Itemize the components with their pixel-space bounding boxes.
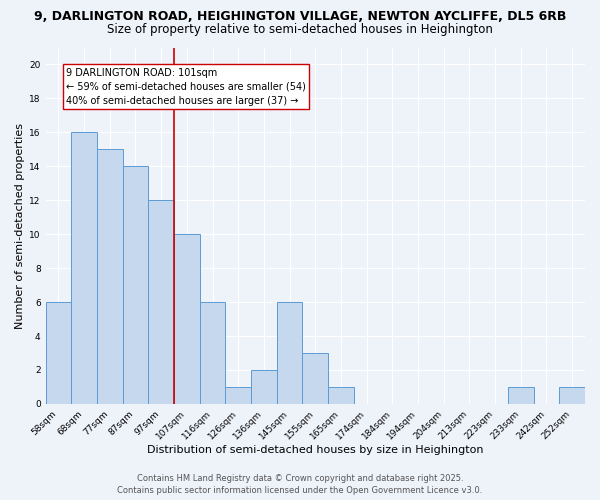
- X-axis label: Distribution of semi-detached houses by size in Heighington: Distribution of semi-detached houses by …: [147, 445, 484, 455]
- Bar: [122, 166, 148, 404]
- Bar: [559, 387, 585, 404]
- Bar: [46, 302, 71, 404]
- Bar: [148, 200, 174, 404]
- Text: 9, DARLINGTON ROAD, HEIGHINGTON VILLAGE, NEWTON AYCLIFFE, DL5 6RB: 9, DARLINGTON ROAD, HEIGHINGTON VILLAGE,…: [34, 10, 566, 23]
- Bar: [71, 132, 97, 404]
- Bar: [277, 302, 302, 404]
- Text: Contains HM Land Registry data © Crown copyright and database right 2025.
Contai: Contains HM Land Registry data © Crown c…: [118, 474, 482, 495]
- Text: 9 DARLINGTON ROAD: 101sqm
← 59% of semi-detached houses are smaller (54)
40% of : 9 DARLINGTON ROAD: 101sqm ← 59% of semi-…: [66, 68, 306, 106]
- Bar: [328, 387, 354, 404]
- Bar: [97, 150, 122, 404]
- Bar: [302, 353, 328, 404]
- Text: Size of property relative to semi-detached houses in Heighington: Size of property relative to semi-detach…: [107, 22, 493, 36]
- Bar: [508, 387, 533, 404]
- Y-axis label: Number of semi-detached properties: Number of semi-detached properties: [15, 122, 25, 328]
- Bar: [251, 370, 277, 404]
- Bar: [200, 302, 226, 404]
- Bar: [174, 234, 200, 404]
- Bar: [226, 387, 251, 404]
